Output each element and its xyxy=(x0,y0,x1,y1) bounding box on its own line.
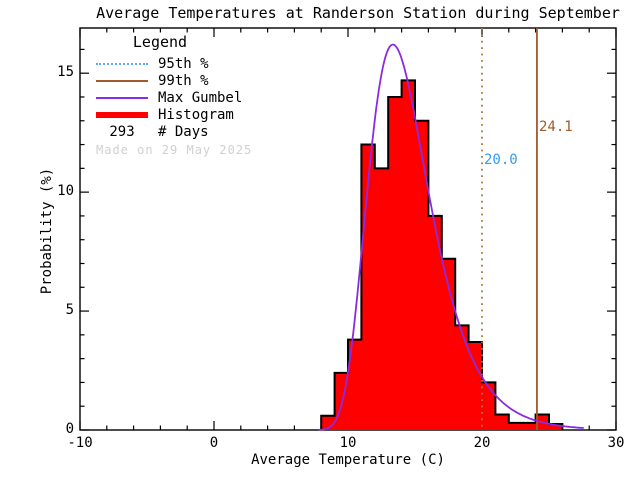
legend-item-label: Histogram xyxy=(158,106,234,123)
legend-title: Legend xyxy=(132,33,188,51)
day-count-label: # Days xyxy=(158,123,209,140)
legend-item-label: 95th % xyxy=(158,55,209,72)
legend-item-day-count: 293 # Days xyxy=(96,123,266,140)
x-tick-label: 10 xyxy=(339,435,357,451)
percentile-99-value-label: 24.1 xyxy=(539,119,573,135)
x-tick-label: -10 xyxy=(67,435,93,451)
solid-line-swatch-icon xyxy=(96,79,148,82)
y-tick-label: 10 xyxy=(57,183,74,200)
day-count-value: 293 xyxy=(109,123,135,140)
thick-bar-swatch-icon xyxy=(96,111,148,118)
legend-item-95th-percentile: 95th % xyxy=(96,55,266,72)
creation-date-note: Made on 29 May 2025 xyxy=(96,143,253,157)
chart-title: Average Temperatures at Randerson Statio… xyxy=(96,4,620,22)
percentile-95-value-label: 20.0 xyxy=(484,152,518,168)
legend-item-max-gumbel: Max Gumbel xyxy=(96,89,266,106)
x-tick-label: 20 xyxy=(473,435,491,451)
legend-item-label: 99th % xyxy=(158,72,209,89)
legend-box: Legend 95th % 99th % Max Gumbel Histogra… xyxy=(96,33,266,157)
x-axis-title: Average Temperature (C) xyxy=(251,452,445,468)
gumbel-curve xyxy=(318,43,584,431)
legend-item-99th-percentile: 99th % xyxy=(96,72,266,89)
x-tick-label: 0 xyxy=(209,435,219,451)
y-tick-label: 0 xyxy=(65,421,74,437)
legend-item-histogram: Histogram xyxy=(96,106,266,123)
y-axis-title: Probability (%) xyxy=(39,167,55,295)
y-tick-label: 5 xyxy=(65,302,74,319)
legend-item-label: Max Gumbel xyxy=(158,89,243,106)
y-tick-label: 15 xyxy=(57,64,74,81)
solid-line-swatch-icon xyxy=(96,96,148,99)
dotted-line-swatch-icon xyxy=(96,62,148,65)
x-tick-label: 30 xyxy=(607,435,625,451)
